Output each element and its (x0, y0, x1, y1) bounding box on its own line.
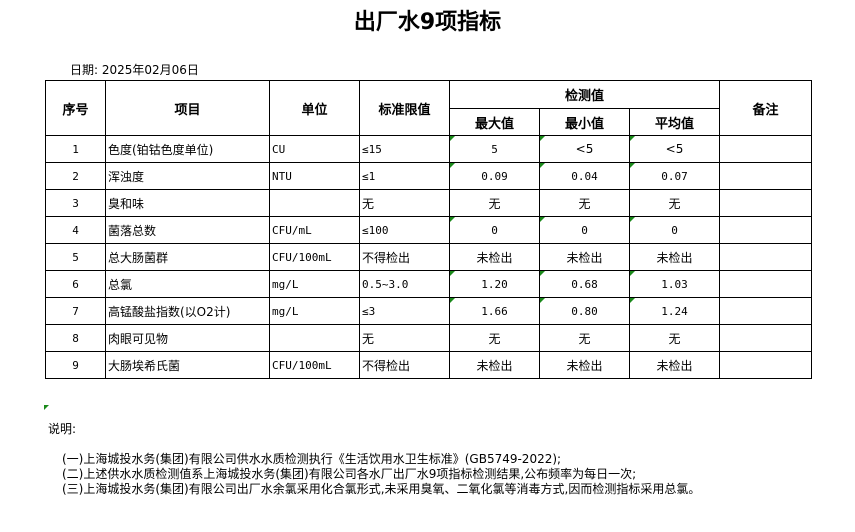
cell-seq: 8 (45, 324, 106, 352)
cell-unit: CFU/mL (269, 216, 360, 244)
table-row: 4 菌落总数 CFU/mL ≤100 0 0 0 (45, 216, 812, 244)
page-title: 出厂水9项指标 (353, 10, 502, 35)
cell-seq: 7 (45, 297, 106, 325)
cell-min: 无 (539, 189, 630, 217)
header-detect: 检测值 (449, 80, 720, 109)
cell-min: 未检出 (539, 243, 630, 271)
cell-unit: CFU/100mL (269, 243, 360, 271)
cell-limit: ≤15 (359, 135, 450, 163)
cell-unit: CFU/100mL (269, 351, 360, 379)
cell-max: 1.20 (449, 270, 540, 298)
cell-seq: 9 (45, 351, 106, 379)
cell-avg: 未检出 (629, 243, 720, 271)
cell-avg: 未检出 (629, 351, 720, 379)
header-min: 最小值 (539, 108, 630, 136)
cell-remark (719, 135, 812, 163)
cell-unit: CU (269, 135, 360, 163)
notes-label: 说明: (48, 422, 77, 436)
cell-avg: 无 (629, 324, 720, 352)
cell-unit (269, 324, 360, 352)
table-row: 7 高锰酸盐指数(以O2计) mg/L ≤3 1.66 0.80 1.24 (45, 297, 812, 325)
cell-seq: 4 (45, 216, 106, 244)
cell-remark (719, 216, 812, 244)
cell-remark (719, 189, 812, 217)
header-max: 最大值 (449, 108, 540, 136)
cell-max: 0.09 (449, 162, 540, 190)
cell-item: 菌落总数 (105, 216, 270, 244)
cell-seq: 6 (45, 270, 106, 298)
header-item: 项目 (105, 80, 270, 136)
report-date: 日期: 2025年02月06日 (70, 63, 199, 77)
cell-min: 0.04 (539, 162, 630, 190)
cell-seq: 2 (45, 162, 106, 190)
cell-limit: 无 (359, 324, 450, 352)
cell-min: 0 (539, 216, 630, 244)
cell-max: 未检出 (449, 351, 540, 379)
cell-limit: 无 (359, 189, 450, 217)
cell-avg: 1.24 (629, 297, 720, 325)
cell-item: 高锰酸盐指数(以O2计) (105, 297, 270, 325)
cell-avg: 0 (629, 216, 720, 244)
table-row: 3 臭和味无无无无 (45, 189, 812, 217)
note-2: (二)上述供水水质检测值系上海城投水务(集团)有限公司各水厂出厂水9项指标检测结… (62, 467, 637, 481)
header-unit: 单位 (269, 80, 360, 136)
cell-item: 色度(铂钴色度单位) (105, 135, 270, 163)
header-avg: 平均值 (629, 108, 720, 136)
cell-limit: ≤100 (359, 216, 450, 244)
notes: 说明: (一)上海城投水务(集团)有限公司供水水质检测执行《生活饮用水卫生标准》… (48, 422, 700, 497)
cell-max: 未检出 (449, 243, 540, 271)
cell-avg: 无 (629, 189, 720, 217)
note-1: (一)上海城投水务(集团)有限公司供水水质检测执行《生活饮用水卫生标准》(GB5… (62, 452, 562, 466)
cell-remark (719, 324, 812, 352)
cell-unit (269, 189, 360, 217)
table-row: 1 色度(铂钴色度单位) CU ≤15 5 <5 <5 (45, 135, 812, 163)
cell-seq: 3 (45, 189, 106, 217)
cell-marker-icon (44, 405, 49, 410)
cell-avg: 1.03 (629, 270, 720, 298)
cell-limit: ≤3 (359, 297, 450, 325)
cell-max: 5 (449, 135, 540, 163)
cell-limit: 0.5~3.0 (359, 270, 450, 298)
table-row: 8 肉眼可见物无无无无 (45, 324, 812, 352)
cell-avg: 0.07 (629, 162, 720, 190)
cell-item: 肉眼可见物 (105, 324, 270, 352)
water-quality-table: 序号 项目 单位 标准限值 检测值 备注 最大值 最小值 平均值 1 色度(铂钴色… (45, 80, 812, 379)
table-row: 6 总氯 mg/L 0.5~3.0 1.20 0.68 1.03 (45, 270, 812, 298)
cell-avg: <5 (629, 135, 720, 163)
cell-item: 浑浊度 (105, 162, 270, 190)
cell-limit: 不得检出 (359, 243, 450, 271)
table-row: 9 大肠埃希氏菌 CFU/100mL 不得检出 未检出 未检出 未检出 (45, 351, 812, 379)
cell-seq: 1 (45, 135, 106, 163)
cell-remark (719, 297, 812, 325)
cell-item: 臭和味 (105, 189, 270, 217)
cell-min: 无 (539, 324, 630, 352)
cell-max: 无 (449, 324, 540, 352)
cell-unit: mg/L (269, 297, 360, 325)
cell-limit: 不得检出 (359, 351, 450, 379)
cell-min: 0.80 (539, 297, 630, 325)
table-row: 2 浑浊度 NTU ≤1 0.09 0.04 0.07 (45, 162, 812, 190)
cell-min: <5 (539, 135, 630, 163)
header-seq: 序号 (45, 80, 106, 136)
cell-max: 无 (449, 189, 540, 217)
table-row: 5 总大肠菌群 CFU/100mL 不得检出 未检出 未检出 未检出 (45, 243, 812, 271)
cell-max: 0 (449, 216, 540, 244)
cell-unit: NTU (269, 162, 360, 190)
note-3: (三)上海城投水务(集团)有限公司出厂水余氯采用化合氯形式,未采用臭氧、二氧化氯… (62, 482, 701, 496)
header-limit: 标准限值 (359, 80, 450, 136)
cell-remark (719, 270, 812, 298)
cell-remark (719, 162, 812, 190)
cell-limit: ≤1 (359, 162, 450, 190)
cell-max: 1.66 (449, 297, 540, 325)
cell-item: 总大肠菌群 (105, 243, 270, 271)
cell-seq: 5 (45, 243, 106, 271)
cell-remark (719, 351, 812, 379)
cell-item: 总氯 (105, 270, 270, 298)
cell-min: 未检出 (539, 351, 630, 379)
cell-min: 0.68 (539, 270, 630, 298)
cell-unit: mg/L (269, 270, 360, 298)
cell-remark (719, 243, 812, 271)
header-remark: 备注 (719, 80, 812, 136)
cell-item: 大肠埃希氏菌 (105, 351, 270, 379)
